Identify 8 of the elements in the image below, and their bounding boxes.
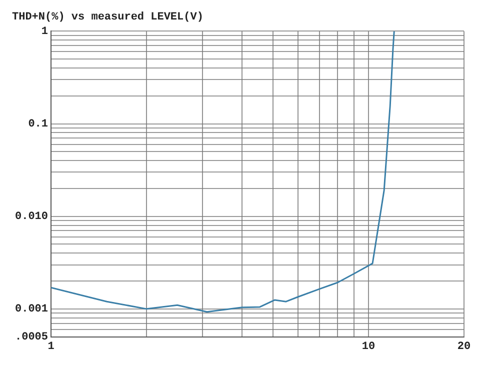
x-tick-label: 20 [457, 341, 471, 354]
x-tick-label: 10 [362, 341, 376, 354]
y-tick-label: .0005 [14, 332, 48, 344]
y-tick-label: 0.1 [28, 118, 48, 131]
y-tick-label: 0.010 [14, 211, 48, 224]
y-tick-label: 1 [41, 26, 48, 38]
chart-title: THD+N(%) vs measured LEVEL(V) [12, 11, 204, 24]
y-tick-label: 0.001 [14, 304, 48, 316]
